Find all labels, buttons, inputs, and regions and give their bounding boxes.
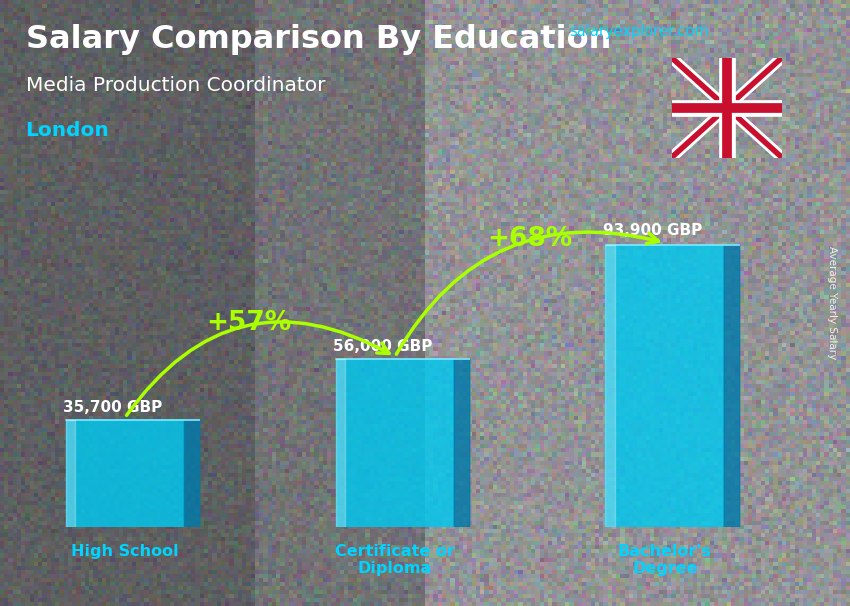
Text: +68%: +68% xyxy=(487,226,573,252)
Polygon shape xyxy=(184,420,200,527)
Bar xyxy=(605,245,615,527)
Bar xyxy=(605,245,724,527)
Bar xyxy=(65,420,75,527)
Text: London: London xyxy=(26,121,110,140)
Text: 35,700 GBP: 35,700 GBP xyxy=(64,399,162,415)
Bar xyxy=(336,359,454,527)
Bar xyxy=(336,359,345,527)
Text: Salary Comparison By Education: Salary Comparison By Education xyxy=(26,24,611,55)
Text: salaryexplorer.com: salaryexplorer.com xyxy=(570,24,709,39)
Text: +57%: +57% xyxy=(207,310,292,336)
Polygon shape xyxy=(454,359,470,527)
Bar xyxy=(65,420,184,527)
Polygon shape xyxy=(724,245,740,527)
Text: Media Production Coordinator: Media Production Coordinator xyxy=(26,76,325,95)
Text: 56,000 GBP: 56,000 GBP xyxy=(333,339,433,354)
Text: 93,900 GBP: 93,900 GBP xyxy=(604,222,703,238)
Text: Average Yearly Salary: Average Yearly Salary xyxy=(827,247,837,359)
